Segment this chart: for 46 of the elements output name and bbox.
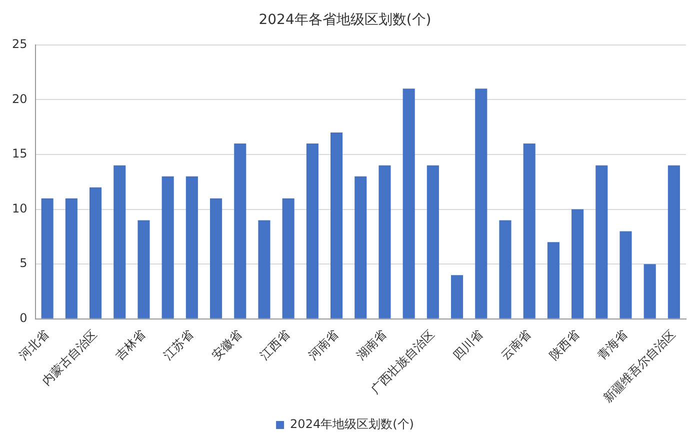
chart-title: 2024年各省地级区划数(个) bbox=[258, 12, 432, 28]
y-tick-label: 5 bbox=[20, 256, 28, 270]
x-tick-label: 河北省 bbox=[16, 327, 52, 363]
y-tick-label: 0 bbox=[20, 311, 28, 326]
bar bbox=[354, 176, 367, 318]
x-tick-label: 河南省 bbox=[306, 327, 341, 363]
bar bbox=[330, 132, 343, 318]
x-tick-label: 青海省 bbox=[594, 327, 630, 363]
bar bbox=[475, 88, 488, 318]
x-tick-label: 湖南省 bbox=[354, 327, 390, 363]
x-tick-label: 四川省 bbox=[450, 327, 486, 363]
bar bbox=[114, 165, 126, 318]
bar bbox=[499, 220, 512, 318]
bar bbox=[547, 242, 560, 318]
bar bbox=[306, 143, 318, 318]
x-tick-label: 安徽省 bbox=[209, 327, 244, 363]
legend-label: 2024年地级区划数(个) bbox=[290, 417, 414, 432]
bar bbox=[186, 176, 198, 318]
bar bbox=[210, 198, 222, 318]
bar bbox=[41, 198, 54, 318]
bar bbox=[258, 220, 270, 318]
bar bbox=[596, 165, 608, 318]
bar bbox=[65, 198, 78, 318]
x-tick-label: 吉林省 bbox=[112, 327, 148, 363]
bar bbox=[162, 176, 174, 318]
bar bbox=[644, 264, 656, 318]
bar bbox=[138, 220, 150, 318]
bar bbox=[523, 143, 536, 318]
x-tick-label: 陕西省 bbox=[546, 327, 582, 363]
x-tick-label: 云南省 bbox=[498, 327, 534, 363]
y-tick-label: 20 bbox=[12, 92, 28, 106]
bar bbox=[572, 209, 584, 318]
bar bbox=[282, 198, 294, 318]
y-tick-label: 10 bbox=[12, 201, 28, 216]
bar bbox=[402, 88, 415, 318]
y-tick-label: 15 bbox=[12, 146, 28, 161]
bar bbox=[668, 165, 680, 318]
bar bbox=[451, 275, 464, 318]
x-tick-label: 江苏省 bbox=[160, 327, 196, 363]
bar bbox=[89, 187, 102, 318]
y-tick-label: 25 bbox=[12, 36, 28, 51]
bar bbox=[378, 165, 391, 318]
x-tick-label: 江西省 bbox=[257, 327, 293, 363]
bar bbox=[620, 231, 632, 318]
bar bbox=[234, 143, 246, 318]
bar bbox=[426, 165, 439, 318]
